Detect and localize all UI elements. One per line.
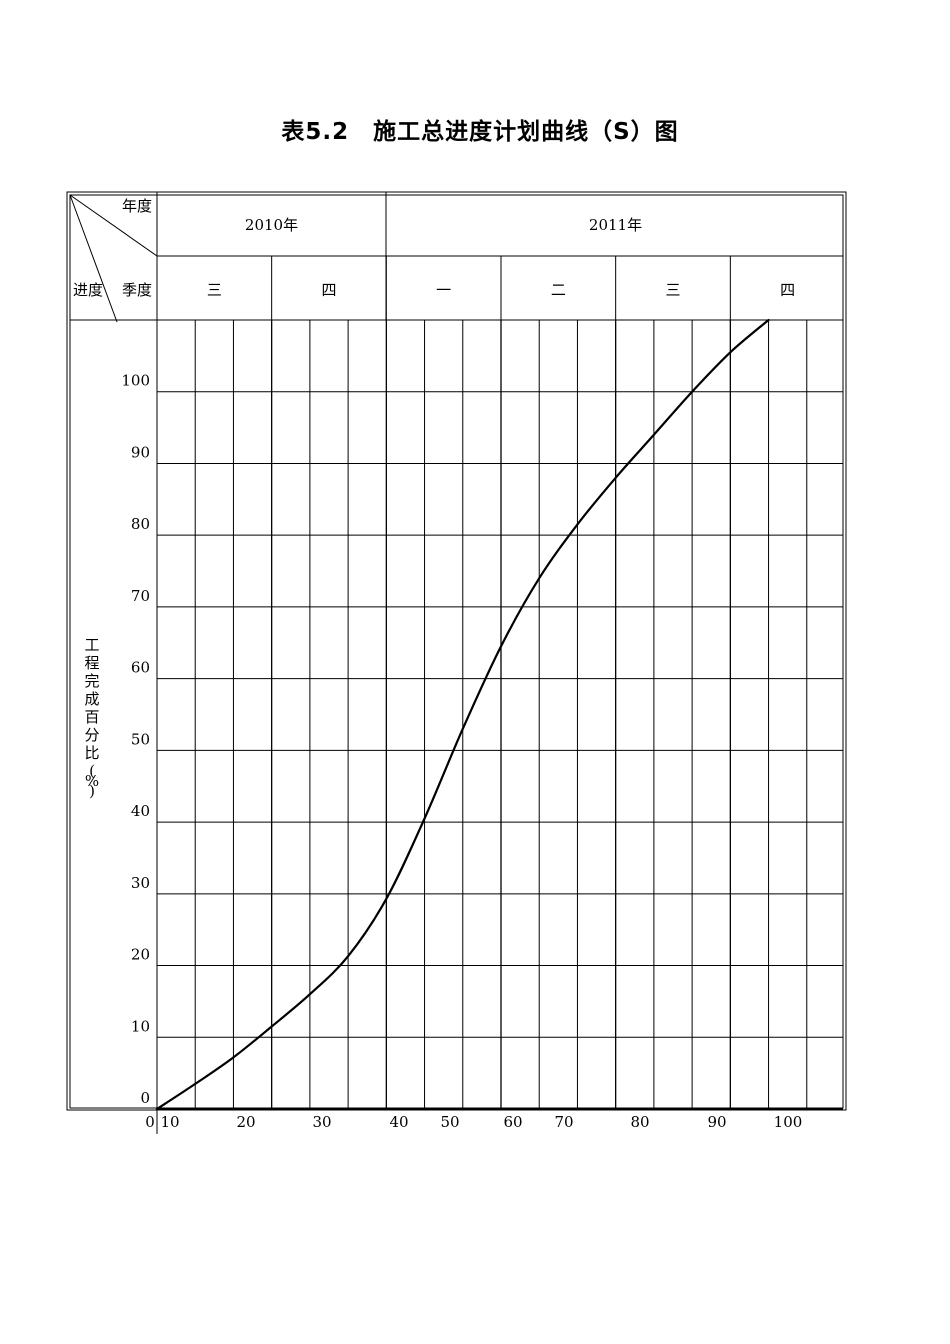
y-tick-label: 70 (131, 587, 150, 605)
y-tick-label: 60 (131, 659, 150, 677)
inner-border (69, 194, 844, 1109)
outer-border (66, 191, 847, 1111)
y-axis-label-char: ) (89, 782, 95, 800)
x-tick-label: 100 (774, 1113, 803, 1131)
x-tick-label: 0 (145, 1113, 155, 1131)
x-tick-label: 50 (440, 1113, 459, 1131)
x-tick-labels: 0 10 20 30 40 50 60 70 80 90 100 (145, 1113, 802, 1131)
year-label: 2010年 (245, 216, 298, 234)
y-axis-label-char: 成 (84, 690, 99, 708)
x-tick-label: 10 (160, 1113, 179, 1131)
quarter-label: 三 (207, 281, 222, 299)
y-axis-label-char: ( (89, 762, 95, 780)
x-tick-label: 30 (312, 1113, 331, 1131)
y-tick-label: 50 (131, 730, 150, 748)
quarter-label: 二 (551, 281, 566, 299)
quarter-label: 三 (665, 281, 680, 299)
y-tick-label: 10 (131, 1017, 150, 1035)
y-tick-label: 80 (131, 515, 150, 533)
y-tick-label: 0 (140, 1089, 150, 1107)
x-tick-label: 90 (707, 1113, 726, 1131)
chart-title: 表5.2 施工总进度计划曲线（S）图 (281, 119, 679, 145)
x-tick-label: 70 (554, 1113, 573, 1131)
corner-progress-label: 进度 (73, 281, 103, 299)
corner-diagonal-2 (69, 194, 118, 323)
x-tick-label: 40 (389, 1113, 408, 1131)
corner-diagonal-1 (69, 194, 158, 257)
y-axis-label-char: 百 (84, 708, 99, 726)
x-tick-label: 80 (630, 1113, 649, 1131)
series-line (155, 318, 770, 1111)
y-tick-label: 100 (121, 372, 150, 390)
y-axis-label: 工程完成百分比(%) (84, 636, 99, 800)
corner-quarter-label: 季度 (122, 281, 152, 299)
y-axis-label-char: 比 (84, 744, 99, 762)
y-tick-label: 20 (131, 946, 150, 964)
y-tick-label: 30 (131, 874, 150, 892)
grid-lines (156, 320, 843, 1134)
y-tick-label: 40 (131, 802, 150, 820)
x-tick-label: 20 (236, 1113, 255, 1131)
y-axis-label-char: % (85, 772, 99, 790)
quarter-label: 四 (321, 281, 336, 299)
table-frame (66, 191, 847, 1111)
y-tick-label: 90 (131, 443, 150, 461)
y-axis-label-char: 分 (84, 726, 99, 744)
y-axis-label-char: 完 (84, 672, 99, 690)
s-curve (155, 318, 770, 1111)
y-axis-label-char: 工 (84, 636, 99, 654)
y-axis-label-char: 程 (84, 654, 99, 672)
quarter-label: 四 (780, 281, 795, 299)
y-tick-labels: 0 10 20 30 40 50 60 70 80 90 100 (121, 372, 150, 1107)
quarter-label: 一 (436, 281, 451, 299)
year-label: 2011年 (589, 216, 642, 234)
y-axis-label-group: 工程完成百分比(%) (84, 636, 99, 800)
corner-year-label: 年度 (122, 197, 152, 215)
x-tick-label: 60 (503, 1113, 522, 1131)
